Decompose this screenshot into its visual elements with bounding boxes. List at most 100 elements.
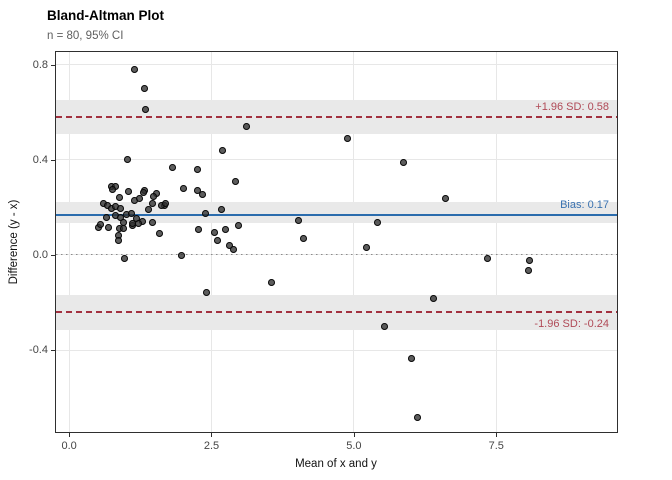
zero-line: [56, 254, 617, 256]
vertical-gridline: [495, 52, 497, 432]
data-point: [119, 224, 127, 232]
x-axis-title: Mean of x and y: [295, 458, 377, 470]
data-point: [112, 211, 120, 219]
data-point: [343, 135, 351, 142]
vertical-gridline: [210, 52, 212, 432]
data-point: [219, 146, 227, 154]
data-point: [105, 223, 113, 231]
chart-subtitle: n = 80, 95% CI: [47, 30, 124, 42]
data-point: [442, 194, 450, 202]
bias-label: Bias: 0.17: [560, 198, 609, 211]
data-point: [526, 257, 534, 265]
data-point: [484, 254, 492, 262]
data-point: [235, 221, 243, 229]
y-tick-mark: [51, 64, 55, 66]
data-point: [232, 177, 240, 185]
data-point: [102, 213, 110, 221]
y-tick-label: 0.8: [32, 58, 48, 71]
data-point: [217, 205, 225, 213]
data-point: [374, 218, 382, 226]
data-point: [363, 243, 371, 251]
data-point: [195, 225, 203, 233]
data-point: [242, 123, 250, 131]
data-point: [127, 209, 135, 217]
vertical-gridline: [68, 52, 70, 432]
data-point: [230, 245, 238, 253]
data-point: [148, 199, 156, 207]
data-point: [150, 193, 158, 201]
data-point: [145, 206, 153, 214]
data-point: [115, 193, 123, 201]
data-point: [107, 204, 115, 212]
data-point: [122, 210, 130, 218]
y-tick-label: 0.0: [32, 248, 48, 261]
data-point: [162, 199, 170, 207]
data-point: [221, 225, 229, 233]
data-point: [178, 252, 186, 260]
data-point: [148, 218, 156, 226]
data-point: [108, 186, 116, 194]
data-point: [115, 224, 123, 232]
horizontal-gridline: [56, 159, 617, 161]
lower_loa-label: -1.96 SD: -0.24: [534, 317, 609, 330]
upper_loa-line: [56, 116, 617, 118]
data-point: [142, 106, 150, 114]
lower_loa-line: [56, 310, 617, 313]
data-point: [294, 216, 302, 224]
horizontal-gridline: [56, 349, 617, 351]
y-tick-mark: [51, 350, 55, 351]
y-tick-label: 0.4: [32, 153, 48, 166]
x-tick-mark: [496, 433, 498, 437]
vertical-gridline: [353, 52, 355, 432]
data-point: [130, 196, 138, 204]
y-tick-mark: [51, 254, 55, 256]
upper_loa-label: +1.96 SD: 0.58: [535, 101, 609, 114]
x-tick-label: 0.0: [61, 440, 77, 452]
data-point: [153, 189, 161, 197]
data-point: [130, 66, 138, 74]
data-point: [155, 229, 163, 237]
data-point: [125, 188, 133, 196]
x-tick-label: 7.5: [488, 440, 504, 452]
plot-panel: +1.96 SD: 0.58 Bias: 0.17 -1.96 SD: -0.24: [55, 51, 618, 433]
data-point: [139, 188, 147, 196]
data-point: [107, 182, 115, 190]
data-point: [399, 158, 407, 166]
data-point: [203, 289, 211, 297]
data-point: [97, 221, 105, 229]
data-point: [408, 354, 416, 362]
data-point: [268, 279, 276, 287]
data-point: [194, 187, 202, 195]
data-point: [114, 231, 122, 239]
x-tick-mark: [69, 433, 71, 437]
data-point: [138, 217, 146, 225]
data-point: [214, 237, 222, 245]
data-point: [202, 209, 210, 217]
data-point: [413, 413, 421, 421]
data-point: [380, 322, 388, 330]
data-point: [158, 201, 166, 209]
bias-ci-band: [56, 202, 617, 224]
data-point: [132, 214, 140, 222]
data-point: [99, 199, 107, 207]
data-point: [169, 163, 177, 171]
data-point: [134, 219, 142, 227]
data-point: [299, 234, 307, 242]
x-tick-mark: [353, 433, 355, 437]
y-axis-title: Difference (y - x): [8, 199, 20, 285]
y-tick-mark: [51, 159, 55, 161]
data-point: [112, 182, 120, 190]
data-point: [525, 267, 533, 275]
bias-line: [56, 213, 617, 217]
data-point: [179, 184, 187, 192]
data-point: [135, 194, 143, 202]
data-point: [123, 156, 131, 164]
y-tick-label: -0.4: [29, 344, 48, 356]
x-tick-mark: [211, 433, 213, 437]
data-point: [211, 228, 219, 236]
x-tick-label: 2.5: [203, 440, 220, 452]
data-point: [128, 219, 136, 227]
data-point: [119, 218, 127, 226]
data-point: [117, 213, 125, 221]
